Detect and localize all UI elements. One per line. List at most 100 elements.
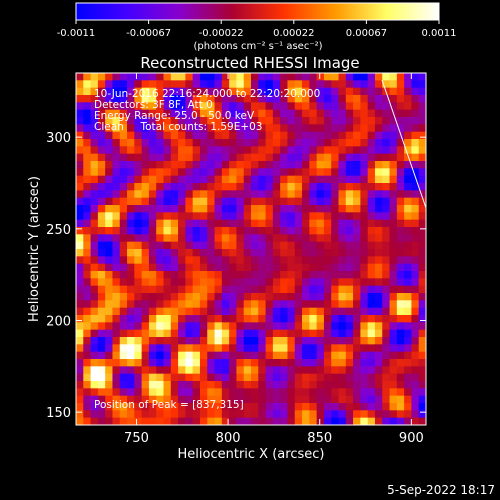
heatmap-cell: [134, 388, 143, 397]
heatmap-cell: [382, 337, 390, 345]
heatmap-cell: [83, 344, 91, 353]
heatmap-cell: [156, 300, 164, 309]
heatmap-cell: [76, 117, 84, 125]
heatmap-cell: [294, 227, 303, 235]
heatmap-cell: [178, 359, 186, 367]
heatmap-cell: [287, 278, 296, 287]
heatmap-cell: [192, 234, 201, 243]
heatmap-cell: [411, 285, 420, 294]
heatmap-cell: [185, 73, 194, 81]
heatmap-cell: [141, 124, 150, 133]
heatmap-cell: [156, 410, 164, 419]
heatmap-cell: [163, 102, 172, 111]
heatmap-cell: [229, 234, 237, 243]
heatmap-cell: [331, 175, 339, 184]
heatmap-cell: [367, 241, 376, 250]
heatmap-cell: [178, 395, 186, 404]
heatmap-cell: [411, 190, 420, 199]
heatmap-cell: [411, 381, 420, 389]
heatmap-cell: [185, 388, 194, 397]
heatmap-cell: [112, 329, 121, 338]
heatmap-cell: [360, 417, 369, 425]
heatmap-cell: [141, 161, 150, 169]
heatmap-cell: [207, 344, 215, 353]
heatmap-cell: [280, 417, 288, 425]
heatmap-cell: [119, 161, 128, 169]
heatmap-cell: [374, 381, 383, 389]
heatmap-cell: [178, 73, 186, 81]
heatmap-cell: [156, 197, 164, 206]
heatmap-cell: [170, 395, 179, 404]
heatmap-cell: [141, 117, 150, 125]
heatmap-cell: [251, 241, 259, 250]
heatmap-cell: [199, 256, 208, 265]
heatmap-cell: [353, 131, 361, 140]
heatmap-cell: [396, 168, 405, 177]
heatmap-cell: [382, 197, 390, 206]
heatmap-cell: [287, 417, 296, 425]
heatmap-cell: [97, 175, 106, 184]
heatmap-cell: [119, 256, 128, 265]
heatmap-cell: [163, 197, 172, 206]
heatmap-cell: [97, 344, 106, 353]
heatmap-cell: [294, 293, 303, 301]
heatmap-cell: [192, 131, 201, 140]
heatmap-cell: [105, 219, 113, 228]
heatmap-cell: [83, 161, 91, 169]
heatmap-cell: [287, 131, 296, 140]
heatmap-cell: [404, 73, 412, 81]
heatmap-cell: [97, 131, 106, 140]
heatmap-cell: [316, 87, 325, 96]
heatmap-cell: [287, 205, 296, 213]
heatmap-cell: [404, 131, 412, 140]
heatmap-cell: [236, 139, 245, 147]
heatmap-cell: [396, 263, 405, 272]
heatmap-cell: [214, 263, 223, 272]
heatmap-cell: [156, 131, 164, 140]
heatmap-cell: [265, 417, 274, 425]
heatmap-cell: [229, 124, 237, 133]
heatmap-cell: [287, 102, 296, 111]
heatmap-cell: [178, 124, 186, 133]
heatmap-cell: [265, 87, 274, 96]
heatmap-cell: [338, 73, 347, 81]
heatmap-cell: [163, 285, 172, 294]
heatmap-cell: [302, 190, 310, 199]
heatmap-cell: [221, 131, 230, 140]
heatmap-cell: [280, 109, 288, 118]
heatmap-cell: [382, 417, 390, 425]
heatmap-cell: [338, 388, 347, 397]
heatmap-cell: [294, 388, 303, 397]
heatmap-cell: [119, 219, 128, 228]
heatmap-cell: [404, 256, 412, 265]
heatmap-cell: [90, 205, 99, 213]
annotation-time: 10-Jun-2016 22:16:24.000 to 22:20:20.000: [94, 88, 320, 100]
heatmap-cell: [309, 359, 318, 367]
heatmap-cell: [163, 395, 172, 404]
heatmap-cell: [272, 322, 281, 331]
heatmap-cell: [185, 109, 194, 118]
heatmap-cell: [258, 263, 266, 272]
heatmap-cell: [127, 351, 135, 360]
heatmap-cell: [134, 219, 143, 228]
heatmap-cell: [156, 117, 164, 125]
heatmap-cell: [265, 329, 274, 338]
heatmap-cell: [367, 337, 376, 345]
heatmap-cell: [76, 131, 84, 140]
heatmap-cell: [360, 227, 369, 235]
heatmap-cell: [258, 205, 266, 213]
heatmap-cell: [374, 278, 383, 287]
heatmap-cell: [214, 417, 223, 425]
heatmap-cell: [338, 373, 347, 382]
heatmap-cell: [163, 263, 172, 272]
heatmap-cell: [214, 388, 223, 397]
heatmap-cell: [331, 117, 339, 125]
heatmap-cell: [294, 307, 303, 316]
heatmap-cell: [280, 351, 288, 360]
heatmap-cell: [418, 249, 426, 257]
heatmap-cell: [134, 366, 143, 375]
heatmap-cell: [382, 241, 390, 250]
heatmap-cell: [411, 87, 420, 96]
heatmap-cell: [353, 271, 361, 279]
heatmap-cell: [221, 87, 230, 96]
